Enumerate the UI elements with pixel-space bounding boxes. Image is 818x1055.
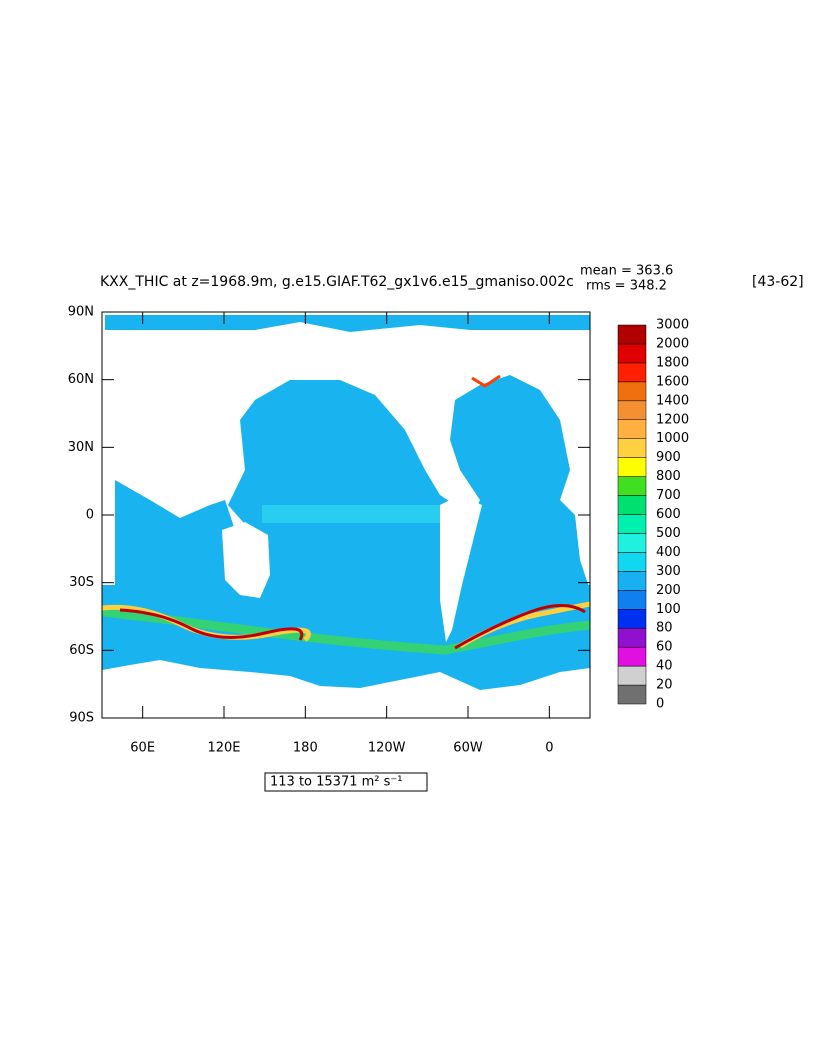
mean-stat: mean = 363.6 [580, 264, 673, 279]
colorbar-box [617, 627, 647, 648]
colorbar-label: 300 [656, 564, 681, 579]
acc-red [119, 604, 586, 650]
range-label: 113 to 15371 m² s⁻¹ [270, 775, 402, 790]
colorbar-label: 20 [656, 678, 673, 693]
colorbar-label: 0 [656, 697, 664, 712]
colorbar-box [617, 609, 647, 629]
title: KXX_THIC at z=1968.9m, g.e15.GIAF.T62_gx… [100, 274, 574, 290]
y-tick-label: 90N [68, 305, 94, 320]
map-field [101, 315, 591, 690]
colorbar-label: 1000 [656, 431, 689, 446]
y-tick-label: 60S [69, 643, 94, 658]
axes: 60E 120E 180 120W 60W 0 90N 60N 30N 0 30S 60S 90S [68, 305, 590, 756]
colorbar-box [617, 457, 647, 477]
equatorial-band [262, 505, 440, 523]
y-tick-label: 0 [86, 508, 94, 523]
colorbar-label: 600 [656, 507, 681, 522]
colorbar-label: 200 [656, 583, 681, 598]
colorbar-label: 500 [656, 526, 681, 541]
x-tick-label: 60E [130, 741, 155, 756]
south-america [440, 495, 482, 642]
y-tick-label: 90S [69, 711, 94, 726]
x-tick-label: 60W [453, 741, 483, 756]
colorbar-box [617, 571, 647, 591]
colorbar-box [617, 476, 647, 496]
colorbar-label: 400 [656, 545, 681, 560]
colorbar: 0 20 40 60 80 100 200 300 400 500 600 700 800 900 1000… [617, 318, 689, 712]
colorbar-box [617, 495, 647, 515]
colorbar-box [617, 533, 647, 553]
colorbar-box [617, 362, 647, 383]
arctic-ocean [105, 315, 590, 332]
colorbar-label: 60 [656, 640, 673, 655]
colorbar-box [617, 438, 647, 458]
indian-ocean [102, 480, 262, 600]
acc-green [101, 607, 591, 655]
y-tick-label: 30N [68, 440, 94, 455]
period: [43-62] [752, 274, 804, 290]
x-tick-label: 0 [545, 741, 553, 756]
colorbar-box [617, 419, 647, 439]
atlantic-ocean [450, 375, 590, 600]
colorbar-box [617, 324, 647, 345]
colorbar-box [617, 381, 647, 402]
colorbar-label: 800 [656, 469, 681, 484]
colorbar-box [617, 665, 647, 686]
colorbar-box [617, 684, 647, 705]
colorbar-box [617, 590, 647, 610]
range-box [264, 772, 428, 792]
labrador-eddy [471, 374, 501, 388]
colorbar-label: 700 [656, 488, 681, 503]
colorbar-label: 100 [656, 602, 681, 617]
colorbar-label: 40 [656, 659, 673, 674]
y-tick-label: 60N [68, 372, 94, 387]
colorbar-label: 1800 [656, 355, 689, 370]
colorbar-box [617, 400, 647, 420]
pacific-ocean [228, 380, 455, 600]
colorbar-box [617, 343, 647, 364]
colorbar-label: 900 [656, 450, 681, 465]
colorbar-box [617, 646, 647, 667]
colorbar-label: 2000 [656, 336, 689, 351]
colorbar-label: 1600 [656, 374, 689, 389]
rms-stat: rms = 348.2 [586, 279, 667, 294]
colorbar-label: 80 [656, 621, 673, 636]
x-tick-label: 120W [368, 741, 406, 756]
y-tick-label: 30S [69, 575, 94, 590]
x-tick-label: 120E [207, 741, 240, 756]
colorbar-label: 1200 [656, 412, 689, 427]
colorbar-label: 1400 [656, 393, 689, 408]
colorbar-box [617, 514, 647, 534]
x-tick-label: 180 [293, 741, 318, 756]
colorbar-box [617, 552, 647, 572]
colorbar-label: 3000 [656, 318, 689, 333]
australia [222, 522, 270, 598]
